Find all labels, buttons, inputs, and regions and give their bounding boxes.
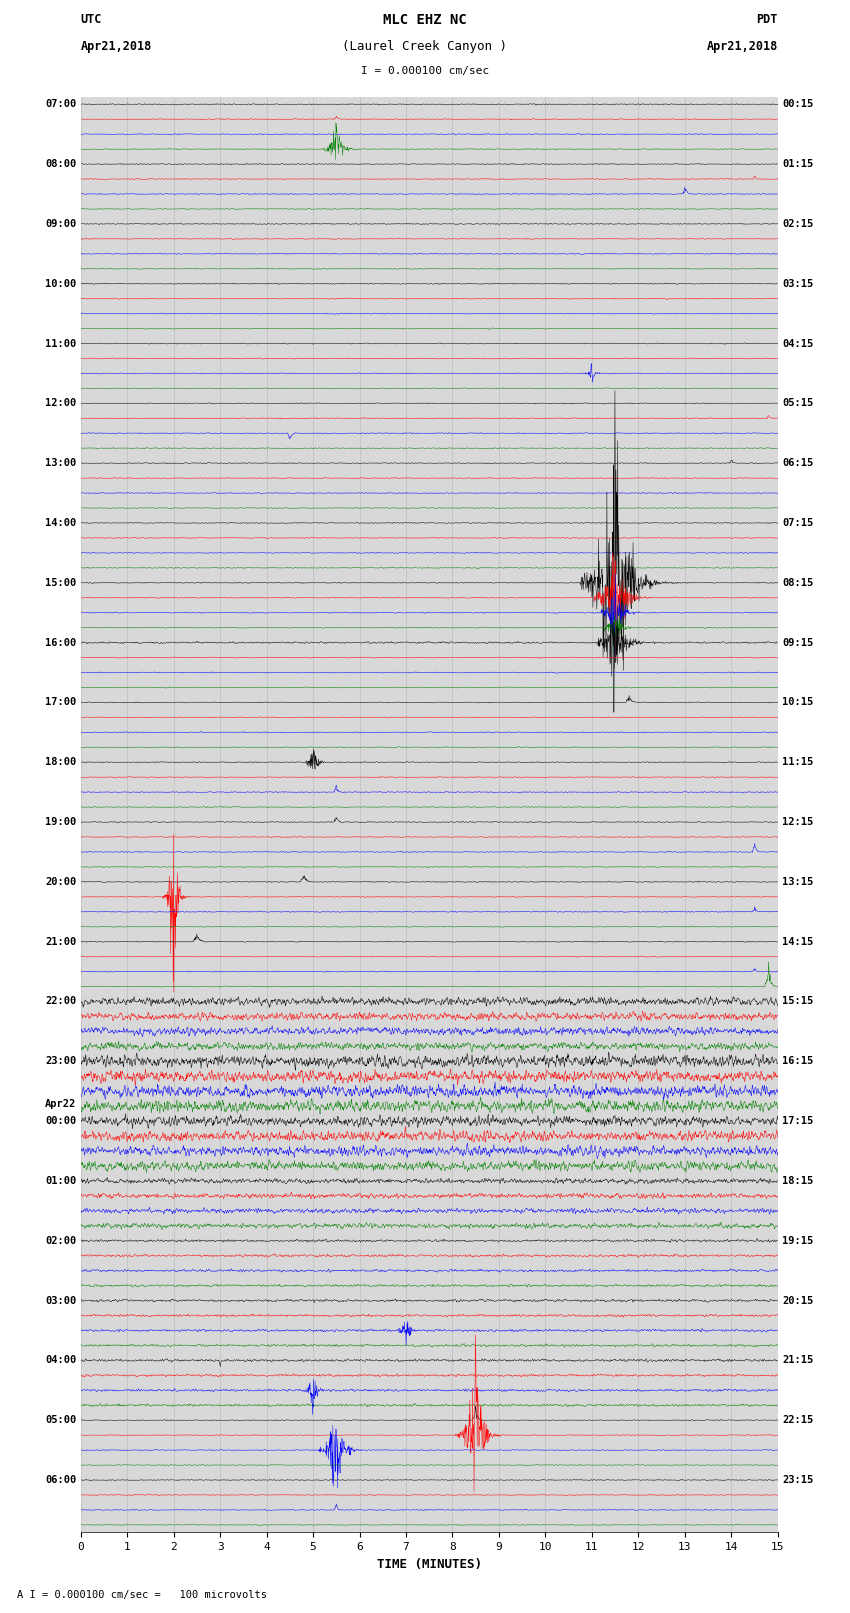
- Text: 01:00: 01:00: [45, 1176, 76, 1186]
- Text: 23:15: 23:15: [782, 1474, 813, 1486]
- Text: A I = 0.000100 cm/sec =   100 microvolts: A I = 0.000100 cm/sec = 100 microvolts: [17, 1590, 267, 1600]
- Text: 21:15: 21:15: [782, 1355, 813, 1365]
- Text: 05:15: 05:15: [782, 398, 813, 408]
- Text: 03:15: 03:15: [782, 279, 813, 289]
- Text: 04:15: 04:15: [782, 339, 813, 348]
- Text: 20:15: 20:15: [782, 1295, 813, 1305]
- Text: 10:00: 10:00: [45, 279, 76, 289]
- Text: 16:00: 16:00: [45, 637, 76, 647]
- Text: 11:15: 11:15: [782, 756, 813, 768]
- Text: 14:15: 14:15: [782, 937, 813, 947]
- Text: Apr21,2018: Apr21,2018: [706, 40, 778, 53]
- Text: 12:00: 12:00: [45, 398, 76, 408]
- Text: 16:15: 16:15: [782, 1057, 813, 1066]
- Text: 08:00: 08:00: [45, 160, 76, 169]
- Text: 00:15: 00:15: [782, 100, 813, 110]
- Text: 18:00: 18:00: [45, 756, 76, 768]
- Text: 17:00: 17:00: [45, 697, 76, 708]
- Text: 09:00: 09:00: [45, 219, 76, 229]
- Text: 19:00: 19:00: [45, 818, 76, 827]
- Text: 22:15: 22:15: [782, 1415, 813, 1426]
- Text: 19:15: 19:15: [782, 1236, 813, 1245]
- Text: 18:15: 18:15: [782, 1176, 813, 1186]
- Text: 08:15: 08:15: [782, 577, 813, 587]
- Text: 02:00: 02:00: [45, 1236, 76, 1245]
- Text: 10:15: 10:15: [782, 697, 813, 708]
- Text: 02:15: 02:15: [782, 219, 813, 229]
- Text: 00:00: 00:00: [45, 1116, 76, 1126]
- Text: 13:00: 13:00: [45, 458, 76, 468]
- Text: 23:00: 23:00: [45, 1057, 76, 1066]
- Text: 22:00: 22:00: [45, 997, 76, 1007]
- Text: 17:15: 17:15: [782, 1116, 813, 1126]
- Text: 01:15: 01:15: [782, 160, 813, 169]
- Text: 21:00: 21:00: [45, 937, 76, 947]
- Text: PDT: PDT: [756, 13, 778, 26]
- Text: 15:15: 15:15: [782, 997, 813, 1007]
- Text: 07:15: 07:15: [782, 518, 813, 527]
- Text: Apr21,2018: Apr21,2018: [81, 40, 152, 53]
- Text: 11:00: 11:00: [45, 339, 76, 348]
- Text: MLC EHZ NC: MLC EHZ NC: [383, 13, 467, 27]
- Text: 05:00: 05:00: [45, 1415, 76, 1426]
- Text: 03:00: 03:00: [45, 1295, 76, 1305]
- Text: 06:15: 06:15: [782, 458, 813, 468]
- Text: 15:00: 15:00: [45, 577, 76, 587]
- Text: 13:15: 13:15: [782, 877, 813, 887]
- Text: Apr22: Apr22: [45, 1098, 76, 1110]
- Text: 20:00: 20:00: [45, 877, 76, 887]
- Text: 07:00: 07:00: [45, 100, 76, 110]
- X-axis label: TIME (MINUTES): TIME (MINUTES): [377, 1558, 482, 1571]
- Text: 06:00: 06:00: [45, 1474, 76, 1486]
- Text: UTC: UTC: [81, 13, 102, 26]
- Text: 04:00: 04:00: [45, 1355, 76, 1365]
- Text: 12:15: 12:15: [782, 818, 813, 827]
- Text: (Laurel Creek Canyon ): (Laurel Creek Canyon ): [343, 40, 507, 53]
- Text: I = 0.000100 cm/sec: I = 0.000100 cm/sec: [361, 66, 489, 76]
- Text: 09:15: 09:15: [782, 637, 813, 647]
- Text: 14:00: 14:00: [45, 518, 76, 527]
